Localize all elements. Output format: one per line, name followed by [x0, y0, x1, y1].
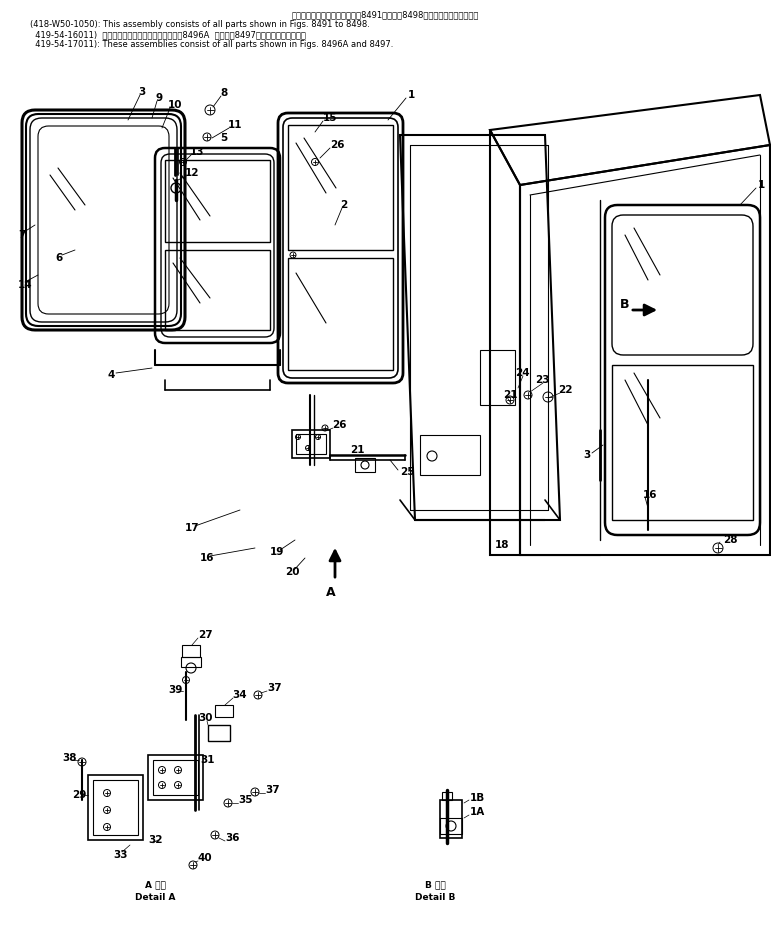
Bar — [292, 430, 330, 458]
Text: 21: 21 — [503, 390, 517, 400]
Text: 1: 1 — [408, 90, 416, 100]
Text: 33: 33 — [113, 850, 127, 860]
Text: 38: 38 — [62, 753, 76, 763]
Text: 17: 17 — [185, 523, 200, 533]
Text: (418-W50-1050): This assembly consists of all parts shown in Figs. 8491 to 8498.: (418-W50-1050): This assembly consists o… — [30, 20, 370, 29]
Text: 25: 25 — [400, 467, 415, 477]
Text: 26: 26 — [332, 420, 346, 430]
Bar — [440, 818, 462, 834]
Text: 9: 9 — [155, 93, 162, 103]
Text: 37: 37 — [267, 683, 281, 693]
Text: 10: 10 — [168, 100, 183, 110]
Text: 14: 14 — [18, 280, 32, 290]
Text: 11: 11 — [228, 120, 243, 130]
Text: 16: 16 — [200, 553, 214, 563]
Text: 15: 15 — [323, 113, 338, 123]
Bar — [420, 435, 480, 475]
Bar — [480, 350, 515, 405]
Text: 20: 20 — [285, 567, 299, 577]
Bar — [88, 775, 143, 840]
Text: 2: 2 — [340, 200, 347, 210]
Bar — [288, 258, 393, 370]
Text: 4: 4 — [108, 370, 116, 380]
Text: B 詳細: B 詳細 — [425, 881, 446, 889]
Text: 40: 40 — [198, 853, 213, 863]
Text: 8: 8 — [220, 88, 227, 98]
Bar — [165, 160, 270, 242]
Text: 419-54-17011): These assemblies consist of all parts shown in Figs. 8496A and 84: 419-54-17011): These assemblies consist … — [30, 40, 393, 49]
Bar — [181, 657, 201, 667]
Text: 3: 3 — [138, 87, 145, 97]
Text: 13: 13 — [190, 147, 204, 157]
Text: B: B — [620, 298, 629, 311]
Text: 1: 1 — [758, 180, 766, 190]
Bar — [208, 725, 230, 741]
Text: 39: 39 — [168, 685, 183, 695]
Bar — [288, 125, 393, 250]
Text: このアセンブリの構成部品は第8491個から第8498個の部品まで含みます。: このアセンブリの構成部品は第8491個から第8498個の部品まで含みます。 — [291, 10, 479, 19]
Text: 16: 16 — [643, 490, 658, 500]
Bar — [296, 434, 326, 454]
Text: Detail B: Detail B — [415, 893, 455, 901]
Bar — [93, 780, 138, 835]
Bar — [355, 458, 375, 472]
Text: 419-54-16011)  これらのアセンブリの構成部品は第8496A  および第8497図の部品を含みます。: 419-54-16011) これらのアセンブリの構成部品は第8496A および第… — [30, 30, 306, 39]
Bar — [215, 705, 233, 717]
Text: 35: 35 — [238, 795, 252, 805]
Text: 3: 3 — [583, 450, 591, 460]
Text: 7: 7 — [18, 230, 25, 240]
Text: 24: 24 — [515, 368, 530, 378]
Text: 18: 18 — [495, 540, 510, 550]
Bar — [153, 760, 198, 795]
Text: 6: 6 — [55, 253, 62, 263]
Text: 31: 31 — [200, 755, 214, 765]
Bar — [440, 800, 462, 838]
Text: 1A: 1A — [470, 807, 485, 817]
Bar — [165, 250, 270, 330]
Text: 22: 22 — [558, 385, 573, 395]
Bar — [612, 365, 753, 520]
Text: A 詳細: A 詳細 — [145, 881, 166, 889]
Bar — [442, 792, 452, 800]
Text: 28: 28 — [723, 535, 738, 545]
Text: 12: 12 — [185, 168, 200, 178]
Bar — [148, 755, 203, 800]
Text: 23: 23 — [535, 375, 550, 385]
Text: 32: 32 — [148, 835, 163, 845]
Text: 19: 19 — [270, 547, 284, 557]
Text: Detail A: Detail A — [135, 893, 175, 901]
Bar — [182, 645, 200, 657]
Text: 21: 21 — [350, 445, 365, 455]
Text: 30: 30 — [198, 713, 213, 723]
Text: 1B: 1B — [470, 793, 485, 803]
Text: 34: 34 — [232, 690, 247, 700]
Text: 36: 36 — [225, 833, 240, 843]
Text: A: A — [326, 586, 335, 598]
Text: 29: 29 — [72, 790, 86, 800]
Text: 26: 26 — [330, 140, 345, 150]
Text: 5: 5 — [220, 133, 227, 143]
Text: 27: 27 — [198, 630, 213, 640]
Text: 37: 37 — [265, 785, 280, 795]
